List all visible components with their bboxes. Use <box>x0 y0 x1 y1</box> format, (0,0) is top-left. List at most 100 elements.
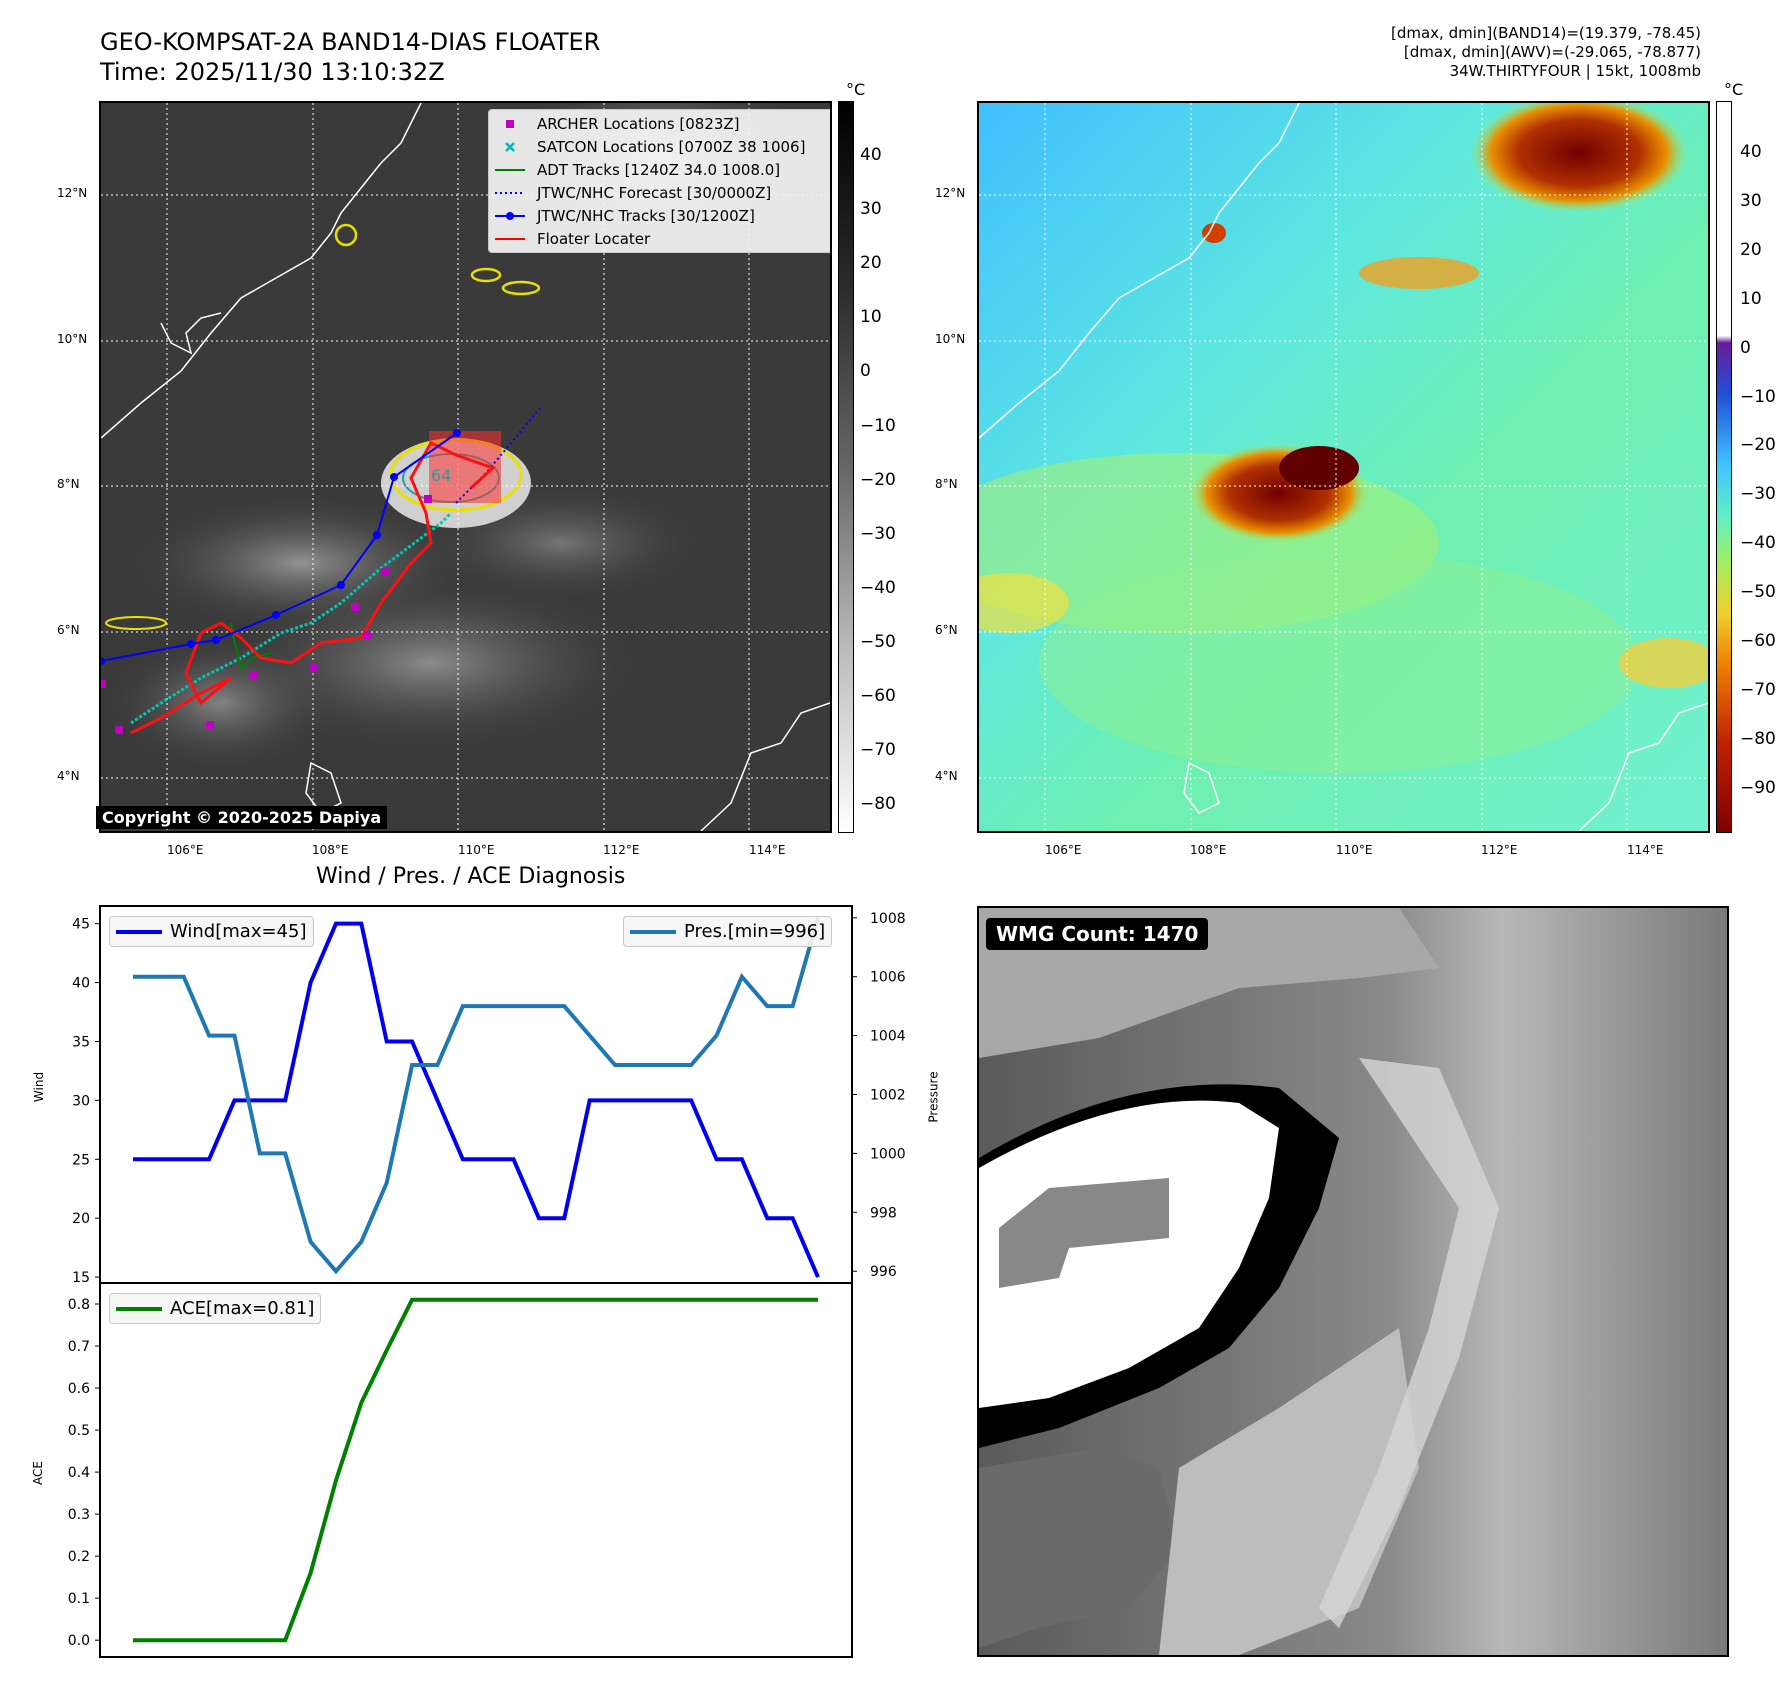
legend-adt-marker <box>495 168 525 171</box>
colorbar-tick: 30 <box>1740 190 1762 211</box>
awv-colorbar <box>1716 101 1732 833</box>
lat-tick: 10°N <box>935 332 966 346</box>
lon-tick: 112°E <box>1481 843 1518 857</box>
wind-series-line <box>133 921 820 1278</box>
ace-frame <box>99 1282 853 1658</box>
colorbar-tick: −10 <box>860 415 896 436</box>
jtwc-track <box>101 432 458 662</box>
wmg-count-badge: WMG Count: 1470 <box>986 918 1209 950</box>
ir-colorbar-unit: °C <box>846 80 866 99</box>
colorbar-tick: −30 <box>860 523 896 544</box>
lat-tick: 12°N <box>57 186 88 200</box>
colorbar-tick: −20 <box>860 469 896 490</box>
colorbar-tick: −90 <box>1740 777 1776 798</box>
archer-locations <box>101 495 432 734</box>
colorbar-tick: −70 <box>860 740 896 761</box>
lon-tick: 114°E <box>1627 843 1664 857</box>
lon-tick: 114°E <box>749 843 786 857</box>
contour-label: 64 <box>431 466 451 485</box>
ace-legend-swatch <box>116 1306 162 1311</box>
colorbar-tick: −30 <box>1740 484 1776 505</box>
colorbar-tick: −80 <box>1740 728 1776 749</box>
colorbar-tick: 0 <box>1740 337 1751 358</box>
legend-archer-marker <box>506 119 514 128</box>
jtwc-forecast-track <box>455 407 542 504</box>
coastline <box>979 103 1300 439</box>
lat-tick: 8°N <box>935 477 958 491</box>
floater-locater-track <box>130 441 496 735</box>
ace-ytick-label: 0.8 <box>68 1297 90 1313</box>
lat-tick: 4°N <box>935 769 958 783</box>
ace-legend: ACE[max=0.81] <box>109 1293 322 1324</box>
ir-colorbar <box>838 101 854 833</box>
wind-pres-frame <box>99 905 853 1284</box>
legend-forecast-marker <box>495 191 525 194</box>
map-grid <box>979 103 1708 831</box>
map-legend: ARCHER Locations [0823Z] SATCON Location… <box>488 109 830 253</box>
colorbar-tick: 20 <box>860 253 882 274</box>
lon-tick: 108°E <box>312 843 349 857</box>
wind-ytick-label: 35 <box>72 1034 90 1050</box>
ir-map-svg: 64 <box>101 103 830 831</box>
legend-satcon-marker <box>505 141 515 152</box>
colorbar-tick: 40 <box>860 145 882 165</box>
colorbar-tick: −50 <box>1740 582 1776 603</box>
ace-series-line <box>133 1297 818 1643</box>
legend-item: JTWC/NHC Forecast [30/0000Z] <box>495 181 830 204</box>
awv-map-svg <box>979 103 1708 831</box>
wind-legend: Wind[max=45] <box>109 916 314 947</box>
ace-legend-label: ACE[max=0.81] <box>170 1298 315 1319</box>
pres-ytick-label: 996 <box>870 1264 897 1280</box>
pres-ytick-label: 1004 <box>870 1029 906 1045</box>
pressure-series-line <box>133 917 820 1275</box>
wind-ytick-label: 15 <box>72 1270 90 1286</box>
lon-tick: 110°E <box>458 843 495 857</box>
figure-time: Time: 2025/11/30 13:10:32Z <box>100 58 445 86</box>
legend-item: JTWC/NHC Tracks [30/1200Z] <box>495 204 830 227</box>
pres-ytick-label: 1002 <box>870 1088 906 1104</box>
lon-tick: 106°E <box>167 843 204 857</box>
wmg-image <box>979 908 1727 1655</box>
ace-ytick-label: 0.7 <box>68 1339 90 1355</box>
ir-map-panel: 64 ARCHER Locations [0823Z] SATCON Locat… <box>99 101 832 833</box>
ace-ytick-label: 0.1 <box>68 1591 90 1607</box>
legend-tracks-marker <box>495 211 525 220</box>
pres-ytick-label: 1000 <box>870 1146 906 1162</box>
wind-ytick-label: 25 <box>72 1152 90 1168</box>
diagnosis-title: Wind / Pres. / ACE Diagnosis <box>316 864 626 889</box>
colorbar-tick: −80 <box>860 794 896 815</box>
lat-tick: 6°N <box>935 623 958 637</box>
legend-item: Floater Locater <box>495 227 830 250</box>
storm-info: 34W.THIRTYFOUR | 15kt, 1008mb <box>1449 62 1701 80</box>
stats-info: [dmax, dmin](BAND14)=(19.379, -78.45) [d… <box>1391 24 1701 81</box>
lon-tick: 112°E <box>603 843 640 857</box>
colorbar-tick: 0 <box>860 361 871 382</box>
wind-ytick-label: 40 <box>72 976 90 992</box>
figure-title: GEO-KOMPSAT-2A BAND14-DIAS FLOATER <box>100 28 601 56</box>
legend-floater-marker <box>495 237 525 240</box>
colorbar-tick: 10 <box>1740 288 1762 309</box>
lon-tick: 110°E <box>1336 843 1373 857</box>
colorbar-tick: −20 <box>1740 435 1776 456</box>
pres-ytick-label: 1008 <box>870 911 906 927</box>
legend-item: SATCON Locations [0700Z 38 1006] <box>495 135 830 158</box>
awv-range: [dmax, dmin](AWV)=(-29.065, -78.877) <box>1403 43 1701 61</box>
colorbar-tick: 30 <box>860 199 882 220</box>
ace-ytick-label: 0.4 <box>68 1465 90 1481</box>
lat-tick: 6°N <box>57 623 80 637</box>
wind-ytick-label: 30 <box>72 1093 90 1109</box>
wind-legend-swatch <box>116 929 162 934</box>
pres-legend-swatch <box>630 929 676 934</box>
colorbar-tick: −40 <box>860 577 896 598</box>
pres-legend: Pres.[min=996] <box>623 916 833 947</box>
legend-item: ADT Tracks [1240Z 34.0 1008.0] <box>495 158 830 181</box>
wind-ytick-label: 20 <box>72 1211 90 1227</box>
colorbar-tick: 40 <box>1740 142 1762 162</box>
legend-item: ARCHER Locations [0823Z] <box>495 112 830 135</box>
lat-tick: 12°N <box>935 186 966 200</box>
wind-ytick-label: 45 <box>72 917 90 933</box>
pres-legend-label: Pres.[min=996] <box>684 921 826 942</box>
colorbar-tick: 10 <box>860 307 882 328</box>
colorbar-tick: −60 <box>1740 631 1776 651</box>
